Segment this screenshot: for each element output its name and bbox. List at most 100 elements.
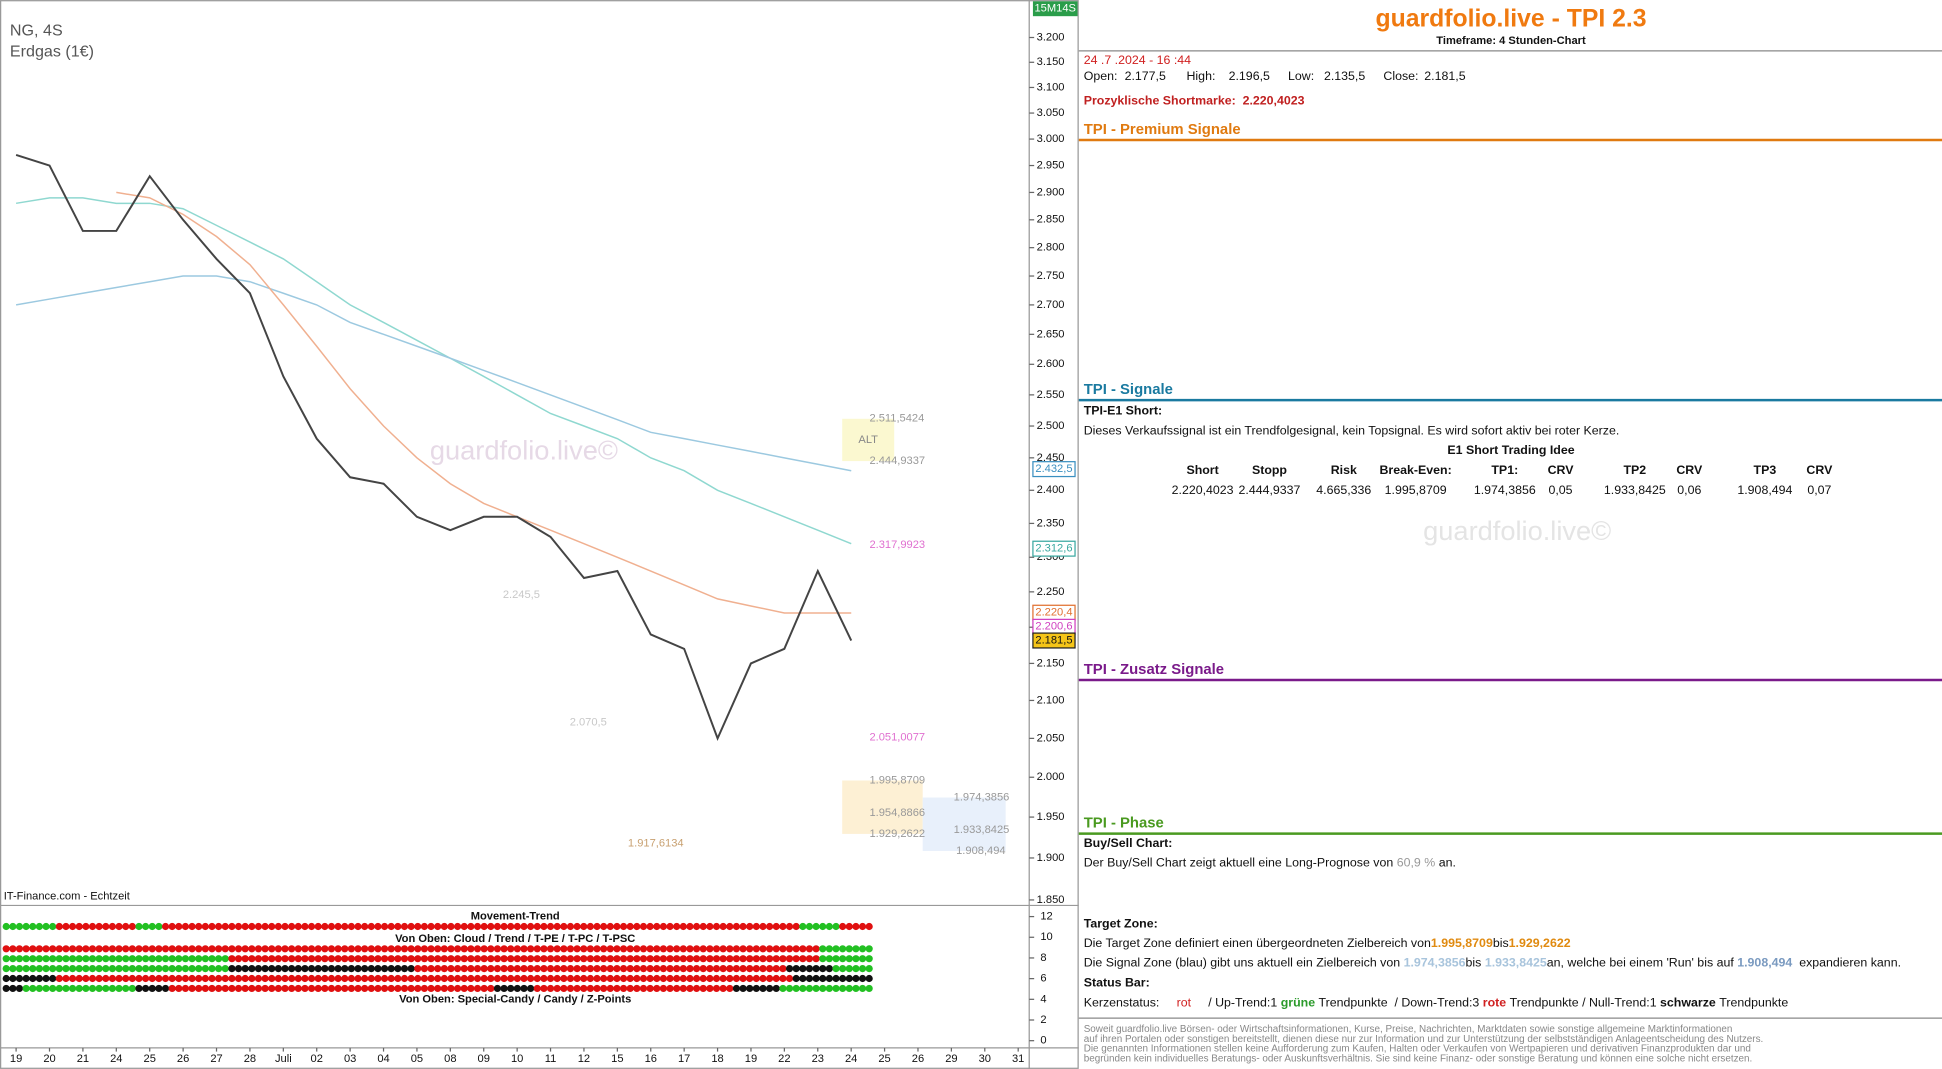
indicator-dot — [560, 974, 568, 983]
indicator-dot — [22, 945, 30, 953]
indicator-dot — [779, 945, 787, 953]
indicator-dot — [15, 984, 24, 993]
indicator-dot — [480, 965, 488, 973]
indicator-dot — [387, 922, 395, 931]
indicator-dot — [155, 965, 163, 973]
indicator-dot — [719, 974, 727, 983]
indicator-dot — [248, 974, 256, 983]
ohlc: Open: 2.177,5 High: 2.196,5 Low: 2.135,5 Close… — [1084, 69, 1466, 83]
indicator-dot — [679, 974, 687, 983]
indicator-dot — [248, 922, 256, 931]
indicator-dot — [447, 984, 455, 993]
indicator-dot — [613, 955, 621, 963]
indicator-dot — [633, 922, 641, 931]
indicator-dot — [420, 945, 429, 953]
y-tick-label: 2.400 — [1037, 484, 1065, 496]
indicator-dot — [175, 974, 183, 983]
indicator-run — [819, 955, 873, 963]
indicator-dot — [473, 965, 482, 973]
indicator-run — [839, 922, 873, 931]
ohlc-item: 2.181,5 — [1424, 69, 1465, 83]
indicator-dot — [752, 955, 760, 963]
indicator-dot — [566, 922, 575, 931]
indicator-dot — [699, 955, 707, 963]
indicator-dot — [361, 984, 369, 993]
indicator-dot — [327, 945, 336, 953]
indicator-dot — [361, 922, 369, 931]
y-tick-label: 2.150 — [1037, 657, 1065, 669]
indicator-dot — [726, 984, 734, 993]
y-tick-label: 2.750 — [1037, 270, 1065, 282]
indicator-dot — [533, 955, 541, 963]
table-cell: 1.995,8709 — [1385, 483, 1447, 497]
indicator-dot — [726, 945, 734, 953]
indicator-dot — [613, 984, 621, 993]
indicator-dot — [42, 974, 50, 983]
indicator-dot — [314, 984, 322, 993]
indicator-dot — [646, 955, 654, 963]
indicator-dot — [301, 955, 309, 963]
indicator-dot — [427, 965, 435, 973]
indicator-dot — [221, 955, 229, 963]
indicator-dot — [792, 974, 800, 983]
indicator-dot — [62, 922, 70, 931]
indicator-dot — [62, 945, 70, 953]
indicator-dot — [254, 922, 263, 931]
indicator-dot — [865, 965, 873, 973]
x-tick-label: 30 — [979, 1053, 991, 1065]
indicator-dot — [367, 955, 375, 963]
indicator-dot — [507, 984, 515, 993]
indicator-dot — [201, 922, 209, 931]
indicator-dot — [55, 984, 63, 993]
zone — [842, 780, 923, 834]
price-tag: 2.312,6 — [1035, 543, 1072, 555]
indicator-dot — [414, 945, 422, 953]
indicator-dot — [281, 965, 289, 973]
indicator-dot — [460, 945, 468, 953]
indicator-dot — [779, 955, 787, 963]
source: IT-Finance.com - Echtzeit — [4, 891, 131, 903]
indicator-dot — [473, 974, 482, 983]
indicator-dot — [321, 965, 329, 973]
indicator-dot — [380, 922, 389, 931]
indicator-dot — [414, 965, 422, 973]
indicator-dot — [387, 974, 395, 983]
indicator-dot — [507, 974, 515, 983]
indicator-dot — [507, 965, 515, 973]
indicator-dot — [673, 955, 681, 963]
indicator-dot — [839, 945, 847, 953]
zone — [922, 797, 1006, 851]
y-tick-label: 2.350 — [1037, 517, 1065, 529]
indicator-dot — [42, 984, 50, 993]
indicator-dot — [540, 974, 548, 983]
indicator-dot — [55, 955, 63, 963]
x-tick-label: 22 — [778, 1053, 790, 1065]
indicator-dot — [108, 974, 116, 983]
indicator-dot — [434, 922, 442, 931]
indicator-dot — [341, 955, 349, 963]
indicator-dot — [792, 922, 800, 931]
indicator-dot — [686, 945, 694, 953]
x-tick-label: 31 — [1012, 1053, 1024, 1065]
indicator-dot — [460, 984, 468, 993]
indicator-dot — [354, 945, 362, 953]
ohlc-item: Open: — [1084, 69, 1118, 83]
indicator-dot — [380, 955, 389, 963]
indicator-dot — [553, 984, 561, 993]
x-tick-label: 26 — [912, 1053, 924, 1065]
text: / Down-Trend:3 — [1394, 996, 1479, 1010]
indicator-dot — [527, 984, 535, 993]
indicator-dot — [102, 945, 110, 953]
indicator-dot — [566, 955, 575, 963]
indicator-dot — [407, 974, 415, 983]
indicator-dot — [580, 955, 588, 963]
indicator-dot — [241, 965, 249, 973]
indicator-dot — [460, 965, 468, 973]
indicator-dot — [600, 922, 608, 931]
indicator-dot — [719, 955, 727, 963]
indicator-dot — [766, 965, 774, 973]
indicator-dot — [440, 974, 448, 983]
indicator-dot — [752, 945, 760, 953]
indicator-dot — [513, 965, 521, 973]
y-tick-label: 2.900 — [1037, 186, 1065, 198]
